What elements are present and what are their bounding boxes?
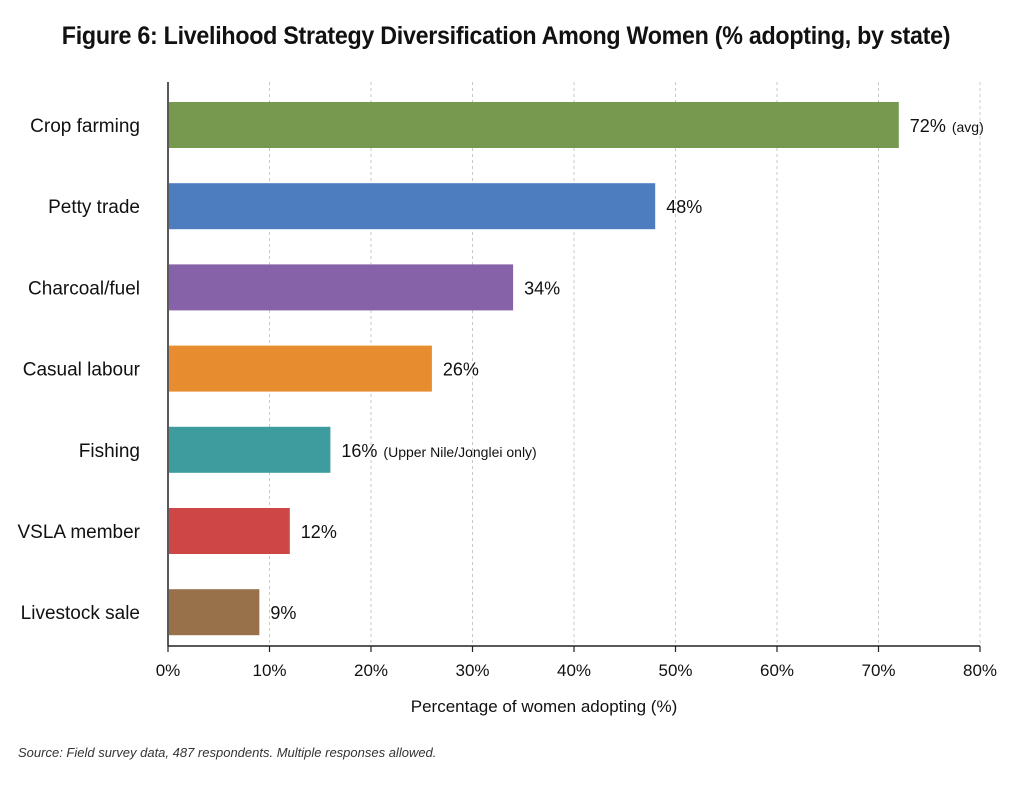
bar-crop-farming [169,102,899,148]
value-label: 12% [301,522,337,542]
category-label: Casual labour [23,360,141,381]
x-tick-label: 10% [252,661,286,680]
chart-title: Figure 6: Livelihood Strategy Diversific… [61,22,951,50]
value-label: 16% (Upper Nile/Jonglei only) [341,441,536,461]
bar-petty-trade [169,183,656,230]
category-label: Petty trade [48,197,140,218]
value-label: 48% [666,197,702,217]
axes [167,82,981,652]
category-label: Crop farming [30,116,140,137]
x-tick-label: 20% [354,661,388,680]
bar-charcoal-fuel [169,264,514,311]
x-axis-title: Percentage of women adopting (%) [411,697,678,716]
category-label: Fishing [79,441,140,462]
labels: 0% 10% 20% 30% 40% 50% 60% 70% 80% Crop farming 72… [18,116,998,680]
x-tick-label: 0% [156,661,181,680]
bar-vsla-member [169,508,290,554]
bars [169,102,899,636]
x-tick-label: 50% [658,661,692,680]
bar-fishing [169,426,331,473]
x-tick-label: 80% [963,661,997,680]
bar-livestock-sale [169,589,260,636]
source-note: Source: Field survey data, 487 responden… [18,745,437,760]
x-tick-label: 70% [861,661,895,680]
bar-casual-labour [169,345,432,392]
value-label: 26% [443,360,479,380]
value-label: 72% (avg) [910,116,984,136]
category-label: VSLA member [18,522,141,543]
category-label: Livestock sale [21,603,140,624]
value-label: 9% [270,603,296,623]
x-tick-label: 30% [455,661,489,680]
x-tick-label: 60% [760,661,794,680]
category-label: Charcoal/fuel [28,278,140,299]
value-label: 34% [524,278,560,298]
x-tick-label: 40% [557,661,591,680]
